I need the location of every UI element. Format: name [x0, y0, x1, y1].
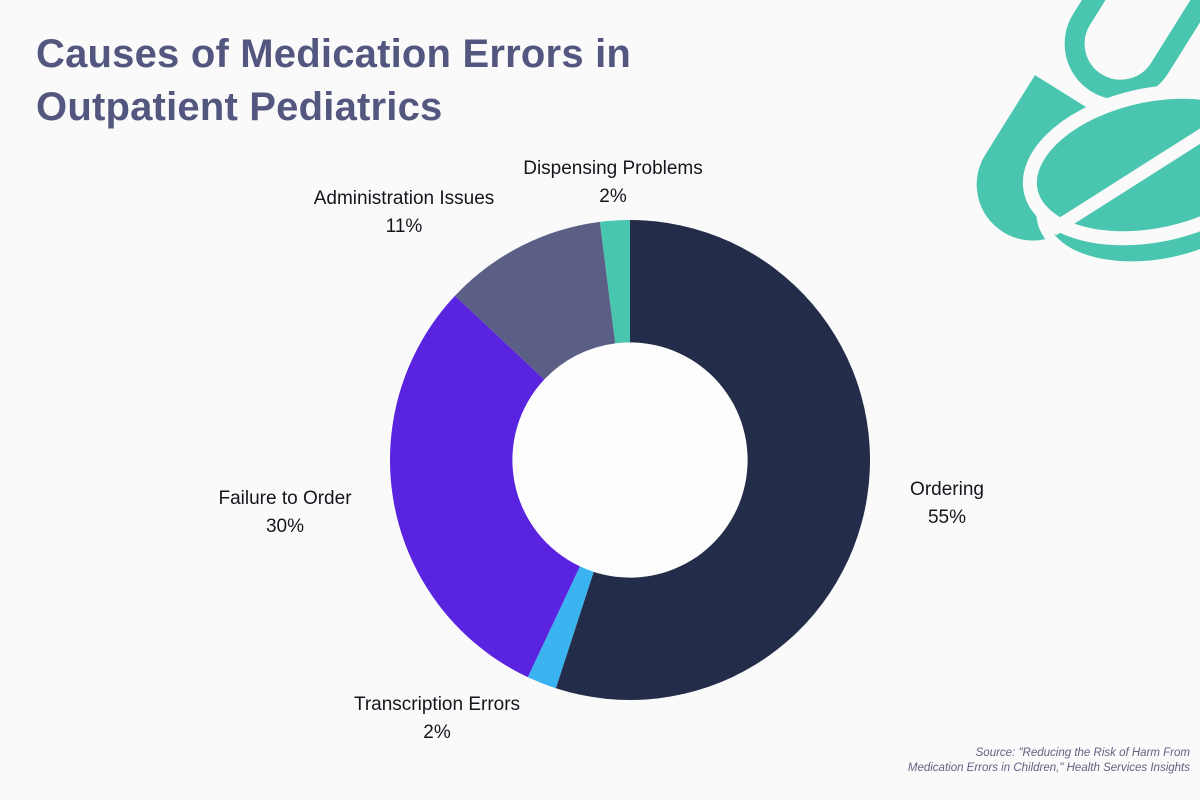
page-title-line1: Causes of Medication Errors in: [36, 32, 632, 76]
page-title-line2: Outpatient Pediatrics: [36, 85, 443, 129]
slice-label-transcription-errors: Transcription Errors 2%: [354, 691, 520, 747]
pill-icon: [938, 0, 1200, 272]
source-citation: Source: "Reducing the Risk of Harm From …: [908, 746, 1190, 776]
donut-hole: [511, 341, 749, 579]
slice-label-value: 30%: [265, 516, 305, 537]
slice-label-text: Administration Issues: [313, 188, 495, 209]
donut-slice-administration-issues: [455, 221, 616, 380]
source-line2: Medication Errors in Children," Health S…: [907, 762, 1190, 774]
slice-label-text: Ordering: [910, 479, 984, 500]
capsule-tablet-graphic: [976, 0, 1200, 272]
slice-label-administration-issues: Administration Issues 11%: [314, 185, 495, 241]
donut-slice-ordering: [555, 220, 871, 700]
tablet-shape: [1022, 77, 1200, 272]
slice-label-dispensing-problems: Dispensing Problems 2%: [523, 155, 703, 211]
donut-slice-transcription-errors: [527, 566, 594, 689]
slice-label-value: 2%: [423, 722, 451, 743]
donut-slice-dispensing-problems: [599, 220, 630, 344]
slice-label-failure-to-order: Failure to Order 30%: [218, 485, 351, 541]
slice-label-value: 2%: [599, 186, 627, 207]
page-title: Causes of Medication Errors in Outpatien…: [36, 28, 631, 134]
slice-label-text: Failure to Order: [218, 488, 352, 509]
slice-label-text: Transcription Errors: [353, 694, 521, 715]
slice-label-value: 11%: [385, 216, 423, 237]
source-line1: Source: "Reducing the Risk of Harm From: [975, 747, 1190, 759]
slice-label-text: Dispensing Problems: [523, 158, 703, 179]
slice-label-value: 55%: [927, 507, 967, 528]
donut-slice-failure-to-order: [390, 295, 580, 678]
slice-label-ordering: Ordering 55%: [910, 476, 984, 532]
